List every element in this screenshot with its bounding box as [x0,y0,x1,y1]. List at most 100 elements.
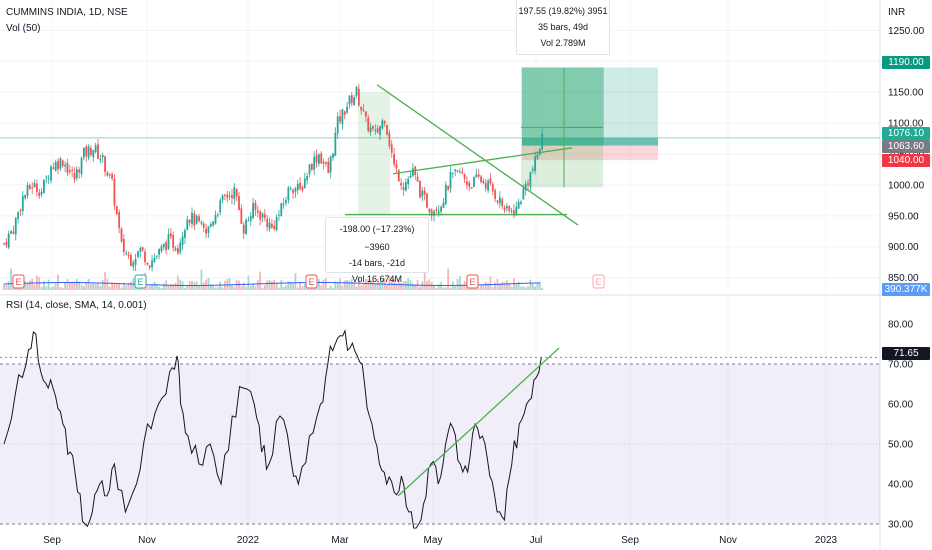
rsi-indicator-label[interactable]: RSI (14, close, SMA, 14, 0.001) [6,300,147,311]
candle-body [66,162,69,173]
volume-bar [327,287,330,290]
candle-body [473,176,475,188]
candle-body [313,156,316,170]
candle-body [40,191,43,195]
volume-bar [59,287,62,290]
candle-body [5,241,8,246]
candle-body [177,248,179,254]
candle-body [3,243,5,245]
candle-body [513,210,515,216]
volume-bar [125,285,128,290]
volume-bar [374,283,377,290]
candle-body [33,183,36,188]
candle-body [306,175,309,181]
candle-body [397,170,400,182]
volume-bar [289,281,292,290]
volume-bar [38,277,41,290]
candle-body [155,255,158,257]
candle-body [355,86,358,96]
candle-body [17,212,19,219]
volume-bar [200,269,203,290]
candle-body [130,255,132,266]
price-tick-label: 1100.00 [888,119,924,130]
candle-body [531,168,534,171]
volume-bar [489,276,492,290]
symbol-title[interactable]: CUMMINS INDIA, 1D, NSE [6,7,128,18]
volume-bar [155,283,158,290]
volume-bar [75,279,78,290]
volume-bar [122,282,125,290]
candle-body [388,132,391,146]
candle-body [447,186,450,190]
price-tick-label: 900.00 [888,242,919,253]
candle-body [85,146,88,157]
candle-body [275,217,278,231]
earnings-label: E [15,277,21,287]
rsi-band-fill [0,364,880,524]
earnings-marker [466,274,479,289]
candle-body [113,179,116,206]
candle-body [379,126,381,136]
price-tick-label: 1000.00 [888,180,925,191]
measure-rect-down [358,92,390,215]
candle-body [71,169,74,172]
candle-body [212,221,215,226]
candle-body [320,153,323,164]
volume-bar [193,282,196,290]
candle-body [456,170,459,172]
volume-bar [205,279,207,290]
candle-body [167,234,170,249]
volume-bar [292,283,294,290]
volume-bar [355,286,358,290]
volume-bar [263,285,266,290]
candle-body [233,187,236,200]
candle-body [266,218,269,227]
candle-body [459,171,461,173]
candle-body [207,226,210,234]
candle-body [423,190,426,195]
candle-body [31,187,34,189]
volume-bar [376,279,379,290]
volume-bar [28,280,31,290]
candle-body [524,183,527,191]
candle-body [461,171,464,173]
candle-body [252,203,254,219]
candle-body [64,164,66,167]
volume-bar [252,283,254,290]
candle-body [383,121,386,124]
volume-bar [336,282,339,290]
candle-body [475,174,478,178]
volume-indicator-label[interactable]: Vol (50) [6,23,41,34]
candle-body [301,186,304,191]
rsi-band [0,363,880,525]
volume-bar [303,283,306,290]
volume-bar [334,281,337,290]
candle-body [188,219,191,223]
candle-body [146,262,149,265]
candle-body [263,214,266,218]
volume-bar [524,287,527,290]
candle-body [247,220,250,222]
time-tick-label: 2023 [815,535,838,546]
volume-bar [278,287,280,290]
volume-bar [151,284,153,290]
rsi-tick-label: 40.00 [888,480,913,491]
volume-bar [202,282,205,290]
volume-bar [407,278,410,290]
candle-body [280,203,283,217]
candle-body [80,157,83,175]
volume-bar [90,283,92,290]
stop-zone [522,145,658,161]
candle-body [36,183,38,192]
candle-body [346,106,348,113]
volume-bar [5,285,8,290]
volume-bar [402,281,405,290]
volume-bar [541,287,544,290]
volume-bar [348,280,351,290]
volume-value-tag: 390.377K [882,283,930,296]
candle-body [508,206,511,211]
candle-body [339,116,341,122]
volume-bar [506,280,508,290]
